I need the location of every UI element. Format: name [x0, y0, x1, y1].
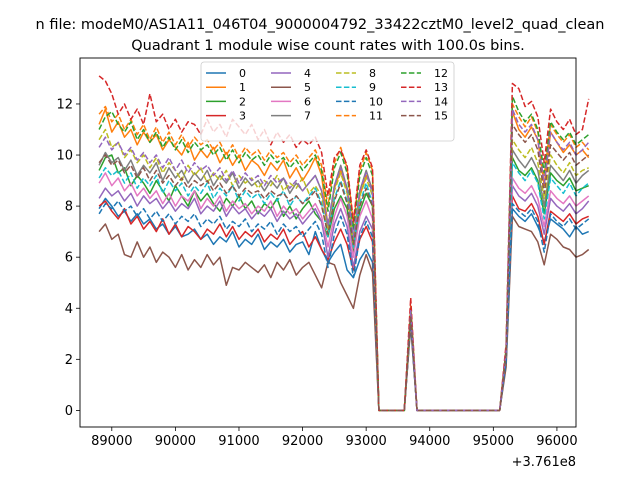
y-tick-label: 2	[65, 353, 73, 368]
legend-box	[200, 61, 455, 142]
series-line-10	[98, 200, 590, 412]
legend-label: 13	[434, 81, 448, 94]
x-tick-label: 91000	[218, 434, 259, 449]
x-offset-text: +3.761e8	[512, 455, 576, 470]
legend-label: 3	[239, 110, 246, 123]
y-tick-label: 0	[65, 404, 73, 419]
legend-label: 5	[304, 81, 311, 94]
series-line-8	[98, 128, 589, 412]
legend-label: 14	[434, 95, 448, 108]
series-lines	[98, 75, 590, 412]
legend-label: 8	[369, 67, 376, 80]
series-line-0	[98, 197, 589, 412]
legend-label: 7	[304, 110, 311, 123]
legend-label: 0	[239, 67, 246, 80]
series-line-5	[98, 215, 590, 412]
y-tick-label: 6	[65, 251, 73, 266]
x-tick-label: 96000	[536, 434, 577, 449]
legend-label: 15	[434, 110, 448, 123]
y-tick-label: 8	[65, 200, 73, 215]
x-tick-label: 90000	[155, 434, 196, 449]
x-tick-label: 93000	[345, 434, 386, 449]
series-line-15	[98, 123, 590, 412]
plot-frame	[79, 57, 577, 428]
legend-label: 1	[239, 81, 246, 94]
legend-label: 11	[369, 110, 383, 123]
chart-title: Quadrant 1 module wise count rates with …	[131, 38, 525, 54]
x-tick-label: 94000	[409, 434, 450, 449]
y-tick-label: 4	[65, 302, 73, 317]
legend-label: 4	[304, 67, 311, 80]
series-line-6	[98, 172, 590, 412]
legend-label: 2	[239, 95, 246, 108]
y-axis: 0 2 4 6 8 10 12	[56, 97, 80, 419]
legend-label: 12	[434, 67, 448, 80]
x-tick-label: 89000	[91, 434, 132, 449]
series-line-3	[98, 195, 589, 412]
x-axis: 89000 90000 91000 92000 93000 94000 95000 96000	[91, 427, 578, 449]
x-tick-label: 92000	[282, 434, 323, 449]
legend-label: 9	[369, 81, 376, 94]
chart-suptitle: n file: modeM0/AS1A11_046T04_9000004792_…	[36, 17, 605, 33]
y-tick-label: 10	[56, 149, 73, 164]
y-tick-label: 12	[56, 97, 73, 112]
legend-label: 6	[304, 95, 311, 108]
legend-label: 10	[369, 95, 383, 108]
series-line-14	[98, 108, 590, 412]
x-tick-label: 95000	[473, 434, 514, 449]
